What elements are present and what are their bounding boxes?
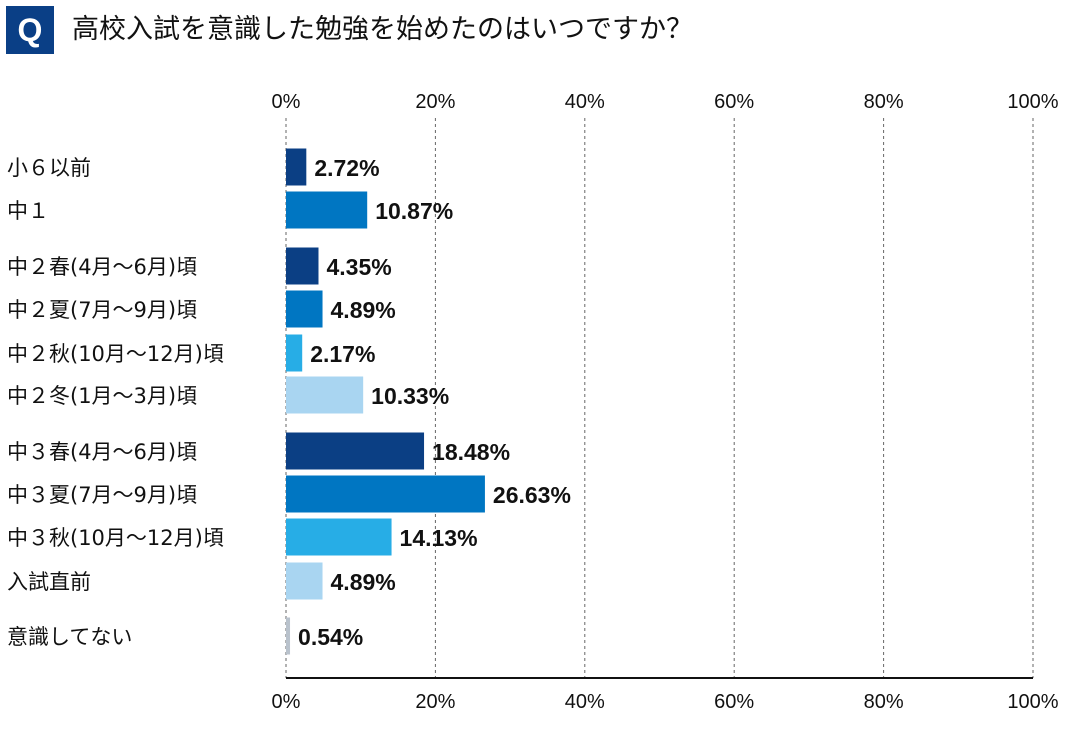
x-tick-label-top: 0% [272,91,301,113]
x-tick-label-bottom: 60% [714,691,754,713]
x-tick-label-bottom: 20% [415,691,455,713]
category-label: 中２夏(7月～9月)頃 [7,298,197,322]
bar [286,334,303,372]
value-label: 4.89% [331,569,396,595]
bar [286,562,323,600]
bar [286,290,323,328]
category-label: 中３春(4月～6月)頃 [7,440,197,464]
category-label: 中３秋(10月～12月)頃 [7,526,224,550]
x-axis-top: 0% 20% 40% 60% 80% 100% [272,91,1059,113]
category-label: 中２秋(10月～12月)頃 [7,342,224,366]
x-tick-label-bottom: 0% [272,691,301,713]
bar [286,148,307,186]
value-label: 10.87% [375,198,453,224]
value-label: 26.63% [493,482,571,508]
value-label: 0.54% [298,624,363,650]
x-tick-label-bottom: 80% [864,691,904,713]
category-label: 中２冬(1月～3月)頃 [7,384,197,408]
bar [286,376,364,414]
x-tick-label-top: 80% [864,91,904,113]
value-label: 14.13% [400,525,478,551]
x-tick-label-top: 40% [565,91,605,113]
bars [286,148,485,655]
value-label: 18.48% [432,439,510,465]
value-label: 4.35% [326,254,391,280]
value-label: 10.33% [371,383,449,409]
x-tick-label-top: 20% [415,91,455,113]
x-tick-label-top: 100% [1007,91,1058,113]
bar [286,191,368,229]
bar [286,247,319,285]
category-label: 入試直前 [7,570,91,594]
question-title: 高校入試を意識した勉強を始めたのはいつですか？ [72,14,693,45]
value-label: 2.72% [314,155,379,181]
value-labels: 2.72% 10.87% 4.35% 4.89% 2.17% 10.33% 18.48% 26… [298,155,571,650]
category-label: 中３夏(7月～9月)頃 [7,483,197,507]
bar [286,518,392,556]
bar [286,475,485,513]
x-tick-label-bottom: 100% [1007,691,1058,713]
category-label: 中２春(4月～6月)頃 [7,255,197,279]
bar [286,432,425,470]
category-label: 意識してない [7,625,132,649]
category-label: 小６以前 [7,156,91,180]
value-label: 2.17% [310,341,375,367]
question-badge: Q [6,6,54,54]
category-label: 中１ [7,199,49,223]
x-tick-label-bottom: 40% [565,691,605,713]
bar [286,617,291,655]
x-axis-bottom: 0% 20% 40% 60% 80% 100% [272,691,1059,713]
value-label: 4.89% [331,297,396,323]
x-tick-label-top: 60% [714,91,754,113]
